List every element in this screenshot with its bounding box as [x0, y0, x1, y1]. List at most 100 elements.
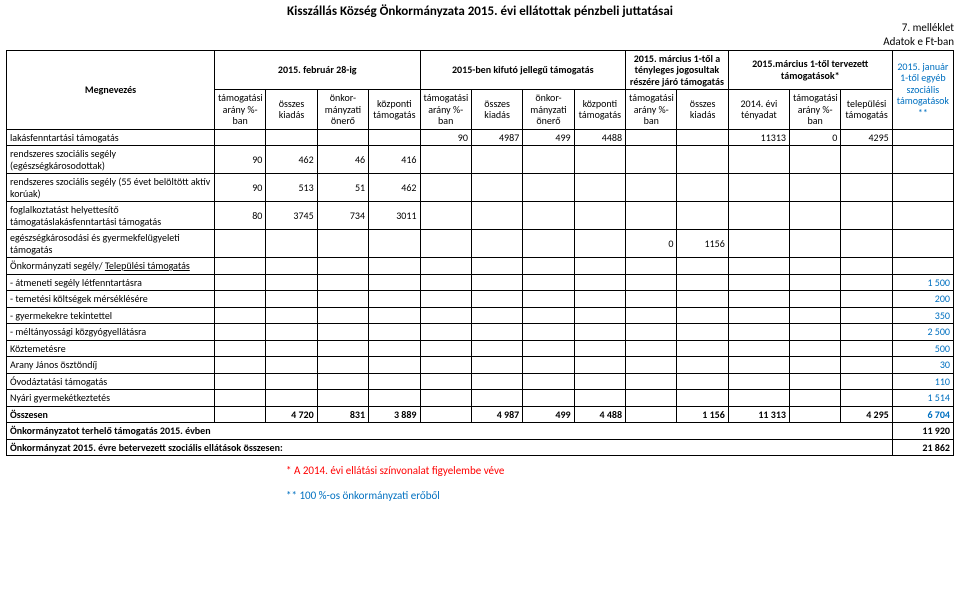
annex-block: 7. melléklet Adatok e Ft-ban [6, 21, 954, 50]
cell: 46 [317, 146, 368, 174]
cell: 513 [266, 174, 317, 202]
page: Kisszállás Község Önkormányzata 2015. év… [0, 0, 960, 512]
row-label: egészségkárosodási és gyermekfelügyeleti… [7, 230, 215, 258]
cell: 416 [369, 146, 420, 174]
cell: 500 [892, 340, 953, 357]
cell: 110 [892, 373, 953, 390]
sub-onero-1: önkor-mányzati önerő [317, 90, 368, 130]
label-prefix: Önkormányzati segély/ [10, 259, 105, 272]
sub-osszes-3: összes kiadás [677, 90, 728, 130]
table-row: - átmeneti segély létfenntartásra 1 500 [7, 274, 954, 291]
label-link: Települési támogatás [105, 259, 190, 272]
sub-arany-3: támogatási arány %-ban [626, 90, 677, 130]
summary-row-1: Önkormányzatot terhelő támogatás 2015. é… [7, 423, 954, 440]
cell: 51 [317, 174, 368, 202]
cell: 1 514 [892, 390, 953, 407]
sub-tenyadat: 2014. évi tényadat [728, 90, 789, 130]
header-row-groups: Megnevezés 2015. február 28-ig 2015-ben … [7, 50, 954, 90]
cell: 1 156 [677, 406, 728, 423]
cell: 734 [317, 202, 368, 230]
row-label: rendszeres szociális segély (55 évet bel… [7, 174, 215, 202]
sub-arany-2: támogatási arány %-ban [420, 90, 471, 130]
cell: 1156 [677, 230, 728, 258]
group-kifuto: 2015-ben kifutó jellegű támogatás [420, 50, 626, 90]
cell: 462 [266, 146, 317, 174]
cell: 4488 [574, 129, 625, 146]
cell: 80 [214, 202, 265, 230]
table-row: Arany János ösztöndíj 30 [7, 357, 954, 374]
summary-label: Önkormányzat 2015. évre betervezett szoc… [7, 439, 893, 456]
cell: 499 [523, 406, 574, 423]
footnote-blue: ** 100 %-os önkormányzati erőből [286, 489, 954, 502]
cell: 21 862 [892, 439, 953, 456]
row-label: foglalkoztatást helyettesítő támogatásla… [7, 202, 215, 230]
cell: 4 720 [266, 406, 317, 423]
summary-row-2: Önkormányzat 2015. évre betervezett szoc… [7, 439, 954, 456]
table-row: Önkormányzati segély/ Települési támogat… [7, 258, 954, 275]
table-row: - gyermekekre tekintettel 350 [7, 307, 954, 324]
cell: 1 500 [892, 274, 953, 291]
group-marc1: 2015. március 1-től a tényleges jogosult… [626, 50, 729, 90]
col-megnevezes: Megnevezés [7, 50, 215, 129]
sub-kozponti-1: központi támogatás [369, 90, 420, 130]
sub-arany-4: támogatási arány %-ban [789, 90, 840, 130]
totals-label: Összesen [7, 406, 215, 423]
cell: 11 313 [728, 406, 789, 423]
benefits-table: Megnevezés 2015. február 28-ig 2015-ben … [6, 50, 954, 457]
table-row: rendszeres szociális segély (egészségkár… [7, 146, 954, 174]
table-row: Nyári gyermekétkeztetés 1 514 [7, 390, 954, 407]
cell: 200 [892, 291, 953, 308]
cell: 11313 [728, 129, 789, 146]
cell: 90 [420, 129, 471, 146]
unit-note: Adatok e Ft-ban [6, 35, 954, 49]
table-row: egészségkárosodási és gyermekfelügyeleti… [7, 230, 954, 258]
table-row: - méltányossági közgyógyellátásra 2 500 [7, 324, 954, 341]
annex-number: 7. melléklet [6, 21, 954, 35]
row-label: Nyári gyermekétkeztetés [7, 390, 215, 407]
cell: 11 920 [892, 423, 953, 440]
cell: 3 889 [369, 406, 420, 423]
cell: 2 500 [892, 324, 953, 341]
row-label: lakásfenntartási támogatás [7, 129, 215, 146]
cell: 3745 [266, 202, 317, 230]
cell: 4 488 [574, 406, 625, 423]
cell: 30 [892, 357, 953, 374]
sub-arany-1: támogatási arány %-ban [214, 90, 265, 130]
summary-label: Önkormányzatot terhelő támogatás 2015. é… [7, 423, 893, 440]
col-januar: 2015. január 1-től egyéb szociális támog… [892, 50, 953, 129]
row-label: Önkormányzati segély/ Települési támogat… [7, 258, 215, 275]
row-label: - méltányossági közgyógyellátásra [7, 324, 215, 341]
cell: 4 987 [471, 406, 522, 423]
row-label: - átmeneti segély létfenntartásra [7, 274, 215, 291]
table-row: Köztemetésre 500 [7, 340, 954, 357]
sub-onero-2: önkor-mányzati önerő [523, 90, 574, 130]
cell: 0 [789, 129, 840, 146]
footnote-red: * A 2014. évi ellátási színvonalat figye… [286, 464, 954, 477]
cell: 3011 [369, 202, 420, 230]
group-tervezett: 2015.március 1-től tervezett támogatások… [728, 50, 892, 90]
table-row: lakásfenntartási támogatás 90 4987 499 4… [7, 129, 954, 146]
cell: 90 [214, 174, 265, 202]
cell: 350 [892, 307, 953, 324]
row-label: - gyermekekre tekintettel [7, 307, 215, 324]
table-row: rendszeres szociális segély (55 évet bel… [7, 174, 954, 202]
totals-row: Összesen 4 720 831 3 889 4 987 499 4 488… [7, 406, 954, 423]
table-row: foglalkoztatást helyettesítő támogatásla… [7, 202, 954, 230]
cell: 462 [369, 174, 420, 202]
cell: 6 704 [892, 406, 953, 423]
cell: 4295 [841, 129, 892, 146]
row-label: Arany János ösztöndíj [7, 357, 215, 374]
document-title: Kisszállás Község Önkormányzata 2015. év… [6, 4, 954, 19]
sub-osszes-2: összes kiadás [471, 90, 522, 130]
cell: 0 [626, 230, 677, 258]
sub-kozponti-2: központi támogatás [574, 90, 625, 130]
sub-telepulesi: települési támogatás [841, 90, 892, 130]
row-label: - temetési költségek mérséklésére [7, 291, 215, 308]
sub-osszes-1: összes kiadás [266, 90, 317, 130]
cell: 90 [214, 146, 265, 174]
cell: 4 295 [841, 406, 892, 423]
table-row: Óvodáztatási támogatás 110 [7, 373, 954, 390]
cell: 4987 [471, 129, 522, 146]
group-feb28: 2015. február 28-ig [214, 50, 420, 90]
row-label: Óvodáztatási támogatás [7, 373, 215, 390]
